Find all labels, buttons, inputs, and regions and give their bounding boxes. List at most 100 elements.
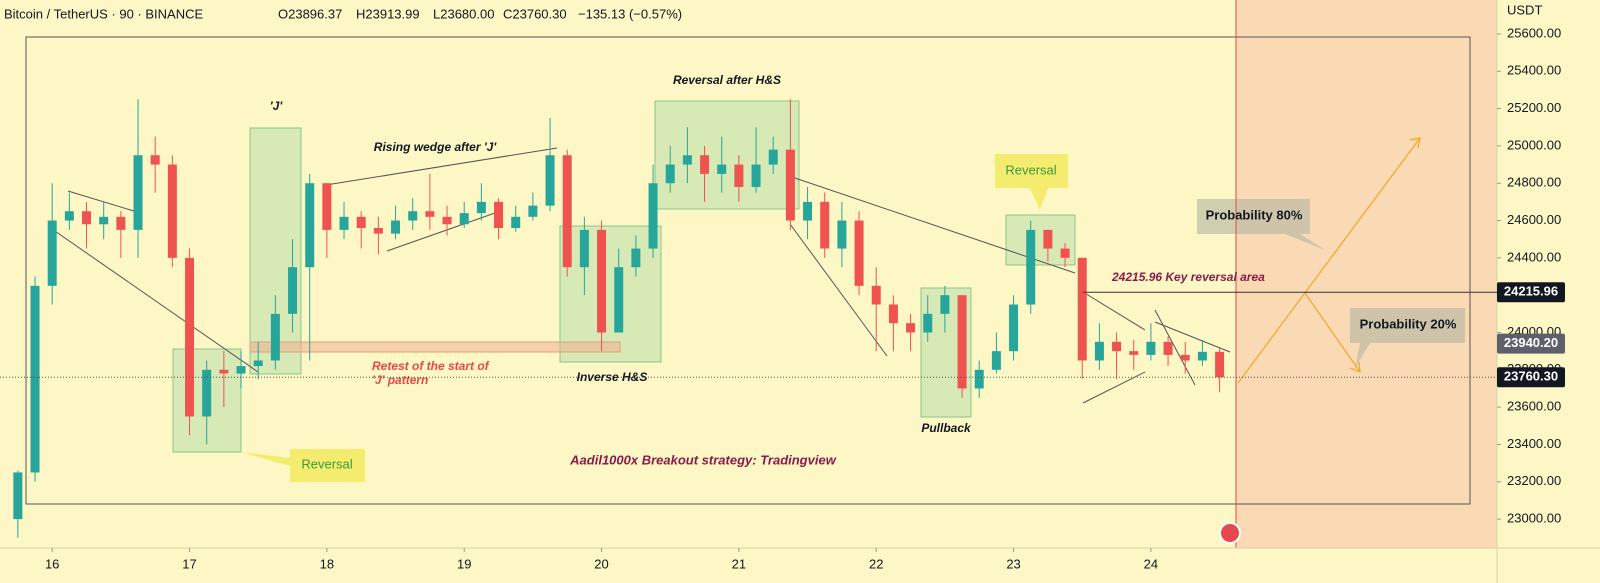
candle (116, 211, 126, 258)
candle (837, 201, 847, 268)
annotation: 'J' (270, 99, 284, 113)
price-label: 24215.96 (1504, 284, 1558, 299)
candle-body (631, 248, 641, 268)
candle (305, 173, 315, 361)
trend-line (1082, 291, 1146, 331)
y-tick-label: 24600.00 (1507, 212, 1561, 227)
candle (150, 136, 160, 193)
candle (1094, 323, 1104, 370)
plot (13, 99, 1225, 538)
candle-body (871, 285, 881, 305)
candle (906, 313, 916, 352)
ohlc-change: −135.13 (−0.57%) (578, 6, 682, 21)
candle (1043, 229, 1053, 262)
annotation: 24215.96 Key reversal area (1111, 270, 1265, 284)
candle (1146, 323, 1156, 361)
candle (47, 183, 57, 305)
candle (648, 164, 658, 258)
y-tick-label: 23000.00 (1507, 511, 1561, 526)
candle-body (133, 155, 143, 230)
candle (408, 198, 418, 230)
candle (167, 155, 177, 268)
candle (682, 127, 692, 184)
y-tick-label: 25600.00 (1507, 25, 1561, 40)
arrow (1237, 137, 1421, 384)
price-label-box (1497, 333, 1565, 354)
candle (1215, 348, 1225, 393)
zone (559, 225, 662, 363)
y-tick-label: 23600.00 (1507, 399, 1561, 414)
candle (322, 183, 332, 258)
candle-body (751, 164, 761, 187)
candle-body (236, 366, 246, 374)
candle (494, 198, 504, 240)
candle (511, 205, 521, 232)
x-tick-label: 19 (457, 556, 471, 571)
candle-body (597, 229, 607, 333)
candle-body (820, 201, 830, 249)
candle-body (614, 267, 624, 333)
candle (1009, 295, 1019, 361)
candle-body (665, 164, 675, 184)
candle-body (957, 295, 967, 389)
candle-body (1215, 351, 1225, 378)
candle-body (47, 220, 57, 286)
candle-body (545, 155, 555, 206)
candle (356, 211, 366, 249)
candle (270, 295, 280, 370)
candle-body (562, 155, 572, 268)
candle-body (682, 155, 692, 165)
annotation: Reversal after H&S (673, 73, 781, 87)
y-tick-label: 23200.00 (1507, 473, 1561, 488)
axis-unit: USDT (1507, 2, 1542, 17)
trend-line (1154, 321, 1231, 353)
candle-body (270, 313, 280, 361)
candle (579, 216, 589, 296)
callout-text: Probability 80% (1206, 207, 1303, 222)
trend-line (51, 228, 259, 373)
price-label-box (1497, 282, 1565, 303)
candle-body (700, 155, 710, 174)
candle (974, 360, 984, 398)
candle-body (579, 229, 589, 268)
candle (700, 145, 710, 202)
x-tick-label: 18 (320, 556, 334, 571)
candle-body (82, 211, 92, 225)
candle (253, 341, 263, 380)
callout (1350, 308, 1465, 368)
candle (803, 186, 813, 240)
event-flag (1219, 522, 1241, 544)
candle-body (511, 216, 521, 229)
x-tick-label: 21 (732, 556, 746, 571)
candle (1129, 339, 1139, 370)
candle (871, 267, 881, 352)
candle-body (202, 369, 212, 417)
candle-body (494, 201, 504, 229)
candle-body (1043, 229, 1053, 249)
candle (820, 192, 830, 258)
candle-body (356, 216, 366, 229)
ohlc-close: C23760.30 (503, 6, 567, 21)
candle-body (837, 220, 847, 249)
ohlc-open: O23896.37 (278, 6, 342, 21)
trend-line (386, 212, 496, 252)
candle (219, 351, 229, 408)
x-tick-label: 22 (869, 556, 883, 571)
annotation: 'J' pattern (372, 373, 428, 387)
candle (597, 220, 607, 352)
candle (888, 295, 898, 352)
candle (734, 155, 744, 202)
candle (202, 360, 212, 445)
callout-text: Probability 20% (1360, 316, 1457, 331)
candle-body (167, 164, 177, 258)
candle-body (854, 220, 864, 286)
x-tick-label: 20 (594, 556, 608, 571)
candle (373, 216, 383, 255)
candle-body (940, 295, 950, 314)
candle-body (64, 211, 74, 221)
candle-body (339, 216, 349, 230)
y-tick-label: 25000.00 (1507, 137, 1561, 152)
candle (991, 332, 1001, 374)
candle (717, 136, 727, 193)
